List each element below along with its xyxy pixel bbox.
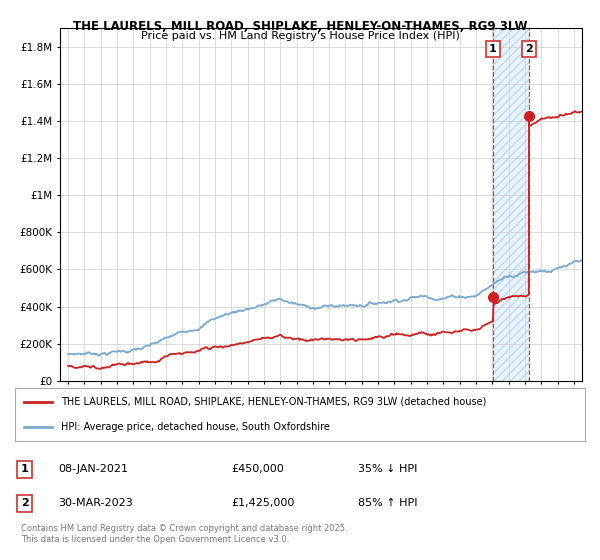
Text: £1,425,000: £1,425,000 bbox=[231, 498, 294, 508]
Text: HPI: Average price, detached house, South Oxfordshire: HPI: Average price, detached house, Sout… bbox=[61, 422, 330, 432]
Bar bbox=[493, 28, 529, 381]
Text: £450,000: £450,000 bbox=[231, 464, 284, 474]
Text: Contains HM Land Registry data © Crown copyright and database right 2025.
This d: Contains HM Land Registry data © Crown c… bbox=[20, 524, 347, 544]
FancyBboxPatch shape bbox=[15, 388, 585, 441]
Text: 30-MAR-2023: 30-MAR-2023 bbox=[58, 498, 133, 508]
Text: 35% ↓ HPI: 35% ↓ HPI bbox=[358, 464, 417, 474]
Text: 2: 2 bbox=[20, 498, 28, 508]
Text: 1: 1 bbox=[489, 44, 497, 54]
Bar bbox=[493, 28, 529, 381]
Text: 1: 1 bbox=[20, 464, 28, 474]
Text: 2: 2 bbox=[525, 44, 533, 54]
Text: THE LAURELS, MILL ROAD, SHIPLAKE, HENLEY-ON-THAMES, RG9 3LW: THE LAURELS, MILL ROAD, SHIPLAKE, HENLEY… bbox=[73, 20, 527, 32]
Text: Price paid vs. HM Land Registry's House Price Index (HPI): Price paid vs. HM Land Registry's House … bbox=[140, 31, 460, 41]
Text: 85% ↑ HPI: 85% ↑ HPI bbox=[358, 498, 417, 508]
Text: THE LAURELS, MILL ROAD, SHIPLAKE, HENLEY-ON-THAMES, RG9 3LW (detached house): THE LAURELS, MILL ROAD, SHIPLAKE, HENLEY… bbox=[61, 396, 487, 407]
Text: 08-JAN-2021: 08-JAN-2021 bbox=[58, 464, 128, 474]
